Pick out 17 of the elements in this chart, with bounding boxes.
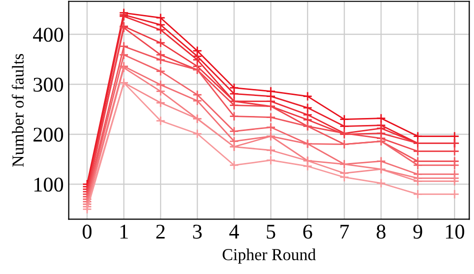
x-tick-label: 1 (120, 224, 128, 239)
x-tick-label: 8 (376, 224, 386, 239)
x-tick-label: 9 (413, 224, 422, 239)
x-tick-label: 10 (446, 224, 464, 239)
y-tick-label: 100 (34, 178, 64, 192)
x-tick-label: 2 (156, 224, 165, 239)
y-tick-label: 300 (34, 78, 64, 92)
x-tick-label: 6 (303, 224, 312, 239)
y-axis-title: Number of faults (12, 54, 24, 167)
x-tick-label: 3 (193, 224, 202, 239)
y-tick-label: 400 (33, 28, 64, 42)
x-tick-label: 7 (340, 224, 349, 239)
x-tick-label: 4 (229, 224, 239, 239)
x-tick-label: 5 (266, 224, 276, 239)
y-tick-label: 200 (34, 128, 64, 142)
x-tick-label: 0 (82, 224, 92, 239)
x-axis-title: Cipher Round (222, 248, 316, 264)
